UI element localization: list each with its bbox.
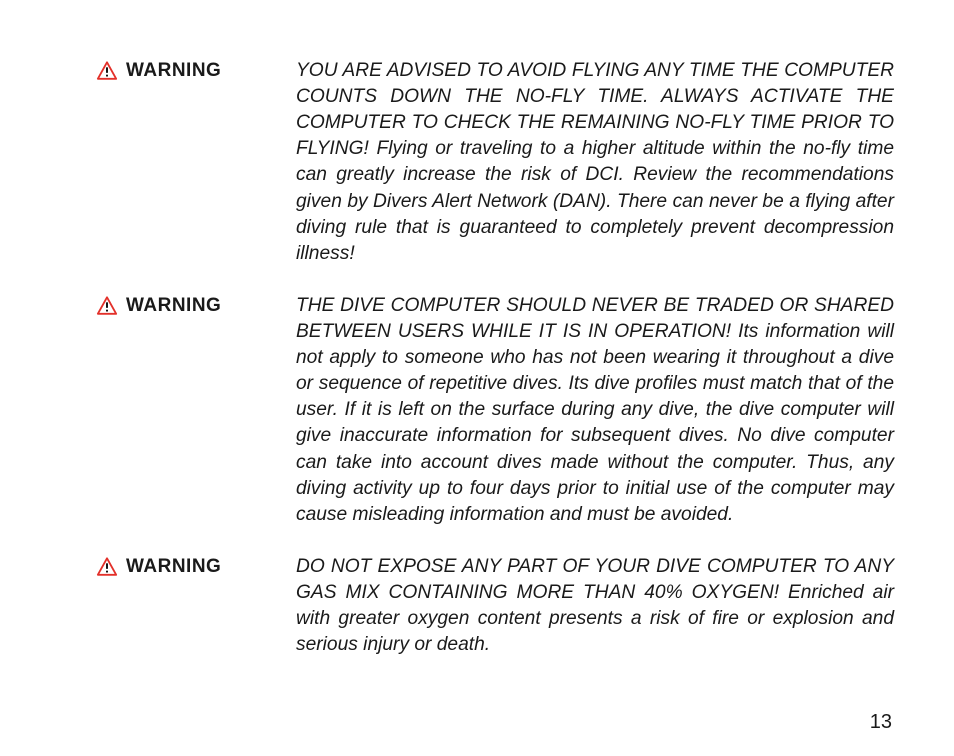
warning-block: WARNING YOU ARE ADVISED TO AVOID FLYING …: [96, 58, 894, 267]
warning-label-text: WARNING: [126, 60, 221, 82]
warning-text: THE DIVE COMPUTER SHOULD NEVER BE TRADED…: [296, 293, 894, 528]
warning-rest: Its information will not apply to someon…: [296, 321, 894, 525]
warning-label-text: WARNING: [126, 556, 221, 578]
warning-label: WARNING: [96, 58, 296, 82]
warning-triangle-icon: [96, 60, 118, 82]
warning-rest: Flying or traveling to a higher altitude…: [296, 138, 894, 263]
warning-triangle-icon: [96, 295, 118, 317]
page-number: 13: [870, 711, 892, 734]
warning-triangle-icon: [96, 556, 118, 578]
warning-block: WARNING DO NOT EXPOSE ANY PART OF YOUR D…: [96, 554, 894, 658]
manual-page: WARNING YOU ARE ADVISED TO AVOID FLYING …: [0, 0, 954, 756]
warning-text: DO NOT EXPOSE ANY PART OF YOUR DIVE COMP…: [296, 554, 894, 658]
warning-label: WARNING: [96, 554, 296, 578]
warning-label: WARNING: [96, 293, 296, 317]
warning-label-text: WARNING: [126, 295, 221, 317]
warning-block: WARNING THE DIVE COMPUTER SHOULD NEVER B…: [96, 293, 894, 528]
warning-text: YOU ARE ADVISED TO AVOID FLYING ANY TIME…: [296, 58, 894, 267]
